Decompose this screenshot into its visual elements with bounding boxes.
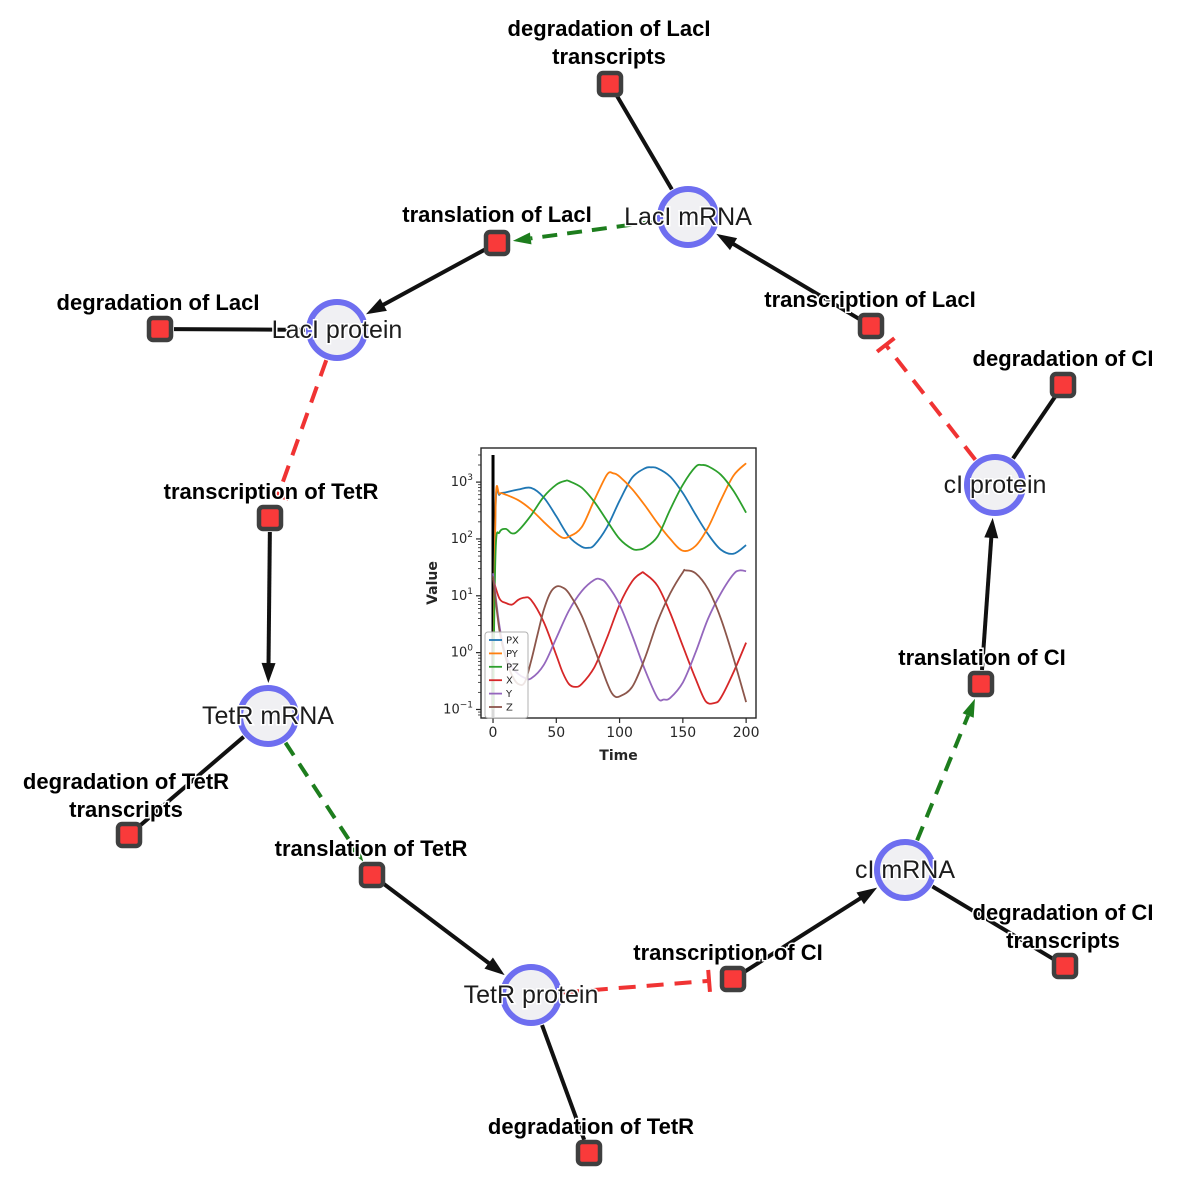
x-axis-title: Time (599, 748, 637, 764)
edge-modifier-tetr_mrna-to-transl_tetr (283, 741, 356, 848)
reaction-label-transl_tetr: translation of TetR (275, 836, 468, 861)
edge-arrow-transl_tetr-to-tetr_protein (381, 881, 493, 967)
species-label-ci_mrna: cI mRNA (855, 856, 955, 884)
edge-modifier-ci_mrna-to-transl_ci (915, 714, 970, 842)
edge-inhibition-laci_protein-to-tx_tetr-tbar (267, 489, 290, 501)
edge-line-ci_mrna-to-deg_ci_tx (931, 884, 1055, 961)
reaction-label-transl_ci: translation of CI (898, 645, 1065, 670)
nodes-layer (115, 70, 1079, 1167)
reaction-label-deg_ci: degradation of CI (973, 346, 1154, 371)
edge-arrow-transl_ci-to-ci_protein (979, 534, 994, 671)
edge-arrow-transl_ci-to-ci_protein-arrowhead (984, 517, 999, 539)
series-PZ (492, 463, 747, 710)
species-label-tetr_mrna: TetR mRNA (202, 702, 334, 730)
edge-arrow-transl_laci-to-laci_protein-arrowhead (365, 298, 387, 315)
reaction-label-tx_laci: transcription of LacI (764, 287, 975, 312)
edge-modifier-ci_mrna-to-transl_ci-arrowhead (962, 698, 975, 718)
edge-arrow-tx_tetr-to-tetr_mrna (266, 531, 272, 667)
edge-inhibition-laci_protein-to-tx_tetr (276, 359, 329, 497)
edge-line-tetr_mrna-to-deg_tetr_tx (138, 735, 245, 828)
species-label-tetr_protein: TetR protein (464, 981, 599, 1009)
y-axis-title: Value (425, 561, 441, 605)
y-tick-label: 10−1 (443, 700, 473, 717)
species-node-laci_protein[interactable] (306, 299, 368, 361)
legend-label-PX: PX (506, 636, 519, 647)
legend-label-PZ: PZ (506, 662, 519, 673)
reaction-label-tx_tetr: transcription of TetR (164, 479, 379, 504)
species-label-laci_protein: LacI protein (272, 316, 403, 344)
edge-inhibition-tetr_protein-to-tx_ci-tbar (706, 969, 712, 993)
labels-layer: LacI mRNA LacI protein cI protein TetR mRNA… (21, 14, 1155, 1140)
series-Z (492, 568, 747, 703)
edge-arrow-tx_ci-to-ci_mrna (743, 895, 864, 974)
edge-line-tetr_protein-to-deg_tetr (540, 1024, 587, 1141)
x-tick-label: 150 (669, 725, 696, 741)
y-tick-label: 102 (451, 530, 473, 547)
reaction-node-deg_tetr[interactable] (575, 1139, 603, 1167)
species-node-tetr_protein[interactable] (500, 964, 562, 1026)
reaction-node-transl_ci[interactable] (967, 670, 995, 698)
reaction-node-deg_laci[interactable] (146, 315, 174, 343)
reaction-label-deg_laci: degradation of LacI (57, 290, 260, 315)
edge-modifier-laci_mrna-to-transl_laci (530, 219, 657, 241)
edge-inhibition-tetr_protein-to-tx_ci (562, 978, 710, 995)
edge-arrow-transl_laci-to-laci_protein (379, 247, 486, 308)
series-PY (492, 462, 747, 710)
x-tick-label: 0 (489, 725, 498, 741)
reaction-node-deg_ci_tx[interactable] (1051, 952, 1079, 980)
reaction-node-tx_ci[interactable] (719, 965, 747, 993)
edge-arrow-tx_laci-to-laci_mrna-arrowhead (716, 233, 738, 251)
species-label-laci_mrna: LacI mRNA (624, 203, 752, 231)
legend-label-PY: PY (506, 649, 519, 660)
x-tick-label: 50 (547, 725, 565, 741)
edge-arrow-tx_tetr-to-tetr_mrna-arrowhead (261, 662, 276, 684)
reaction-node-transl_tetr[interactable] (358, 861, 386, 889)
edge-modifier-laci_mrna-to-transl_laci-arrowhead (512, 232, 532, 245)
reaction-label-deg_laci_tx: degradation of LacI transcripts (508, 16, 711, 69)
species-node-laci_mrna[interactable] (657, 186, 719, 248)
reaction-node-tx_tetr[interactable] (256, 504, 284, 532)
y-tick-label: 101 (451, 587, 473, 604)
reaction-node-tx_laci[interactable] (857, 312, 885, 340)
y-tick-label: 100 (451, 644, 474, 661)
reaction-label-transl_laci: translation of LacI (402, 202, 591, 227)
edges-layer (138, 95, 1057, 1141)
timeseries-plot: 0 50 100 150 20010310210110010−1TimeValuePXP… (425, 447, 760, 764)
x-tick-label: 200 (733, 725, 760, 741)
reaction-label-deg_tetr: degradation of TetR (488, 1114, 694, 1139)
reaction-label-deg_tetr_tx: degradation of TetR transcripts (23, 769, 229, 822)
reaction-node-deg_tetr_tx[interactable] (115, 821, 143, 849)
legend-label-Y: Y (505, 689, 513, 700)
edge-modifier-tetr_mrna-to-transl_tetr-arrowhead (348, 843, 364, 862)
edge-inhibition-ci_protein-to-tx_laci (884, 343, 977, 461)
reaction-label-tx_ci: transcription of CI (633, 940, 822, 965)
edge-line-ci_protein-to-deg_ci (1011, 395, 1057, 460)
species-node-tetr_mrna[interactable] (237, 685, 299, 747)
legend-label-Z: Z (506, 703, 513, 714)
legend: PX PY PZ XYZ (484, 631, 529, 719)
edge-line-laci_protein-to-deg_laci (173, 327, 306, 332)
edge-arrow-tx_laci-to-laci_mrna (729, 240, 860, 321)
edge-line-laci_mrna-to-deg_laci_tx (615, 95, 674, 191)
plot-frame (480, 447, 757, 719)
edge-arrow-transl_tetr-to-tetr_protein-arrowhead (484, 957, 505, 976)
series-X (492, 571, 747, 705)
reaction-node-deg_laci_tx[interactable] (596, 70, 624, 98)
edge-arrow-tx_ci-to-ci_mrna-arrowhead (856, 887, 878, 905)
edge-inhibition-ci_protein-to-tx_laci-tbar (875, 336, 896, 354)
reaction-node-transl_laci[interactable] (483, 229, 511, 257)
y-tick-label: 103 (451, 473, 473, 490)
species-node-ci_mrna[interactable] (874, 839, 936, 901)
species-label-ci_protein: cI protein (944, 471, 1047, 499)
reaction-node-deg_ci[interactable] (1049, 371, 1077, 399)
x-tick-label: 100 (606, 725, 633, 741)
reaction-label-deg_ci_tx: degradation of CI transcripts (973, 900, 1154, 953)
species-node-ci_protein[interactable] (964, 454, 1026, 516)
legend-label-X: X (506, 676, 513, 687)
series-PX (492, 466, 747, 710)
